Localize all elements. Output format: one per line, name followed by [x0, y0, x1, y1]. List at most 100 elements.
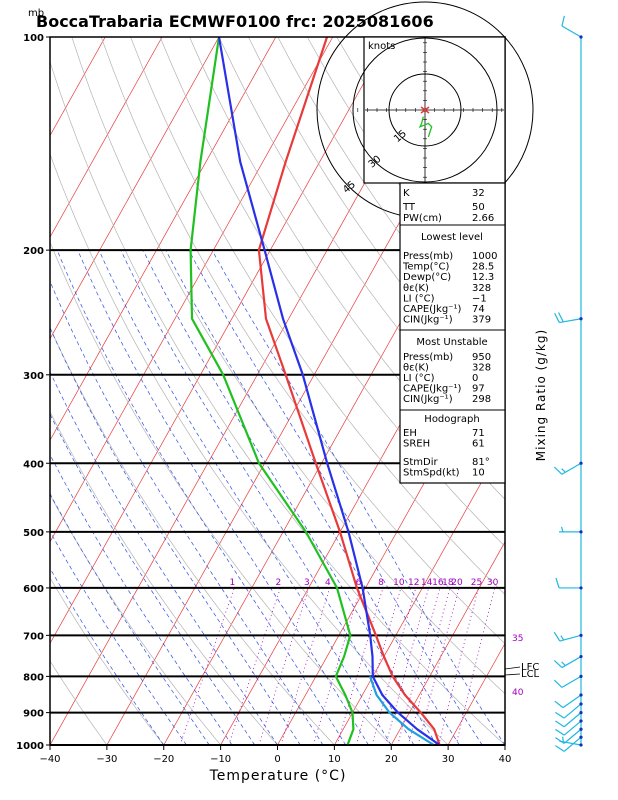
table-row-label: Dewp(°C): [403, 272, 451, 283]
wind-barb: [555, 719, 583, 736]
isotherm-line: [50, 37, 163, 238]
profile-line-3: [217, 37, 441, 745]
mixing-ratio-label: 16: [432, 578, 444, 588]
dry-adiabat-line: [159, 37, 505, 547]
wind-barb: [555, 711, 583, 728]
x-tick-label: 20: [385, 754, 398, 765]
moist-adiabat-line: [50, 413, 256, 745]
lowest-level-header: Lowest level: [421, 232, 483, 243]
index-pw-label: PW(cm): [403, 213, 442, 224]
mixing-ratio-label: 3: [304, 578, 310, 588]
moist-adiabat-line: [50, 280, 324, 745]
table-row-value: 0: [472, 373, 478, 384]
isotherm-line: [390, 541, 505, 745]
mixing-ratio-label: 20: [451, 578, 463, 588]
moist-adiabat-line: [50, 453, 233, 745]
isotherm-line: [334, 439, 505, 745]
table-row-value: 61: [472, 439, 485, 450]
dry-adiabat-line: [50, 60, 505, 745]
pressure-axis-ticks: 1000 900 800 700 600 500 400 300 200 100: [16, 33, 50, 752]
mixing-ratio-axis-label: Mixing Ratio (g/kg): [534, 329, 548, 461]
table-row-value: 81°: [472, 457, 490, 468]
dry-adiabat-line: [71, 37, 505, 695]
dry-adiabat-line: [218, 37, 505, 454]
pressure-tick-label: 600: [23, 584, 44, 595]
pressure-tick-label: 1000: [16, 741, 44, 752]
most-unstable-header: Most Unstable: [416, 337, 487, 348]
mixing-ratio-line: [258, 587, 310, 745]
table-row-label: EH: [403, 428, 417, 439]
mixing-ratio-line: [417, 587, 460, 745]
dry-adiabat-line: [50, 152, 449, 745]
hodograph-stats-header: Hodograph: [424, 414, 479, 425]
mixing-ratio-label: 18: [442, 578, 454, 588]
table-row-value: 379: [472, 315, 491, 326]
table-row-value: 28.5: [472, 262, 494, 273]
dry-adiabat-line: [50, 577, 165, 745]
table-row-value: 298: [472, 394, 491, 405]
dry-adiabat-line: [50, 410, 278, 745]
x-tick-label: −20: [153, 754, 174, 765]
mixing-ratio-label: 12: [408, 578, 419, 588]
x-axis-label: Temperature (°C): [209, 768, 347, 784]
wind-barbs: [553, 15, 583, 752]
pressure-unit-label: mb: [28, 8, 44, 19]
hodograph-stats-rows: EH 71 SREH 61 StmDir 81° StmSpd(kt) 10: [403, 428, 490, 479]
x-tick-label: 0: [274, 754, 280, 765]
wind-barb: [559, 736, 583, 747]
pressure-tick-label: 700: [23, 631, 44, 642]
table-row-label: CIN(Jkg⁻¹): [403, 315, 453, 326]
hodograph-trace: [418, 116, 433, 138]
lowest-level-rows: Press(mb) 1000 Temp(°C) 28.5 Dewp(°C) 12.3 θε(…: [402, 251, 497, 326]
most-unstable-rows: Press(mb) 950 θε(K) 328 LI (°C) 0 CAPE(Jkg⁻¹) 9…: [403, 352, 491, 405]
table-row-value: 328: [472, 283, 491, 294]
mixing-ratio-label: 4: [325, 578, 331, 588]
moist-adiabat-line: [56, 249, 347, 745]
lcl-label: LCL: [521, 669, 540, 680]
table-row-value: 10: [472, 468, 485, 479]
wind-barb: [554, 312, 583, 324]
isotherm-line: [50, 37, 277, 442]
table-row-value: −1: [472, 293, 487, 304]
profile-line-1: [257, 37, 441, 745]
dry-adiabat-line: [189, 37, 505, 500]
storm-motion-marker: [420, 106, 430, 114]
mixing-ratio-line: [438, 587, 479, 745]
table-row-label: Press(mb): [403, 352, 453, 363]
isotherm-line: [50, 37, 390, 645]
dry-adiabat-line: [50, 241, 392, 745]
dry-adiabat-line: [130, 37, 505, 596]
chart-title: BoccaTrabaria ECMWF0100 frc: 2025081606: [36, 12, 434, 31]
mixing-ratio-line: [280, 587, 331, 745]
wind-barb: [555, 735, 583, 752]
wind-barb: [561, 15, 583, 39]
table-row-label: θε(K): [403, 283, 429, 294]
mixing-ratio-label: 8: [378, 578, 384, 588]
table-row-value: 1000: [472, 251, 497, 262]
lfc-label: LFC: [521, 662, 539, 673]
table-row-label: SREH: [403, 439, 430, 450]
wind-barb: [559, 526, 583, 534]
mixing-ratio-label: 1: [229, 578, 235, 588]
wind-barb: [553, 631, 583, 642]
mixing-ratio-line: [455, 587, 496, 745]
x-tick-label: −10: [210, 754, 231, 765]
pressure-tick-label: 400: [23, 459, 44, 470]
hodograph-unit-label: knots: [368, 41, 395, 52]
table-row-value: 328: [472, 363, 491, 374]
dry-adiabat-line: [100, 37, 505, 645]
table-row-value: 71: [472, 428, 485, 439]
dry-adiabat-line: [50, 660, 108, 745]
profile-line-4: [368, 676, 435, 745]
wind-barb: [553, 461, 583, 475]
table-row-label: LI (°C): [403, 373, 435, 384]
x-tick-label: −30: [96, 754, 117, 765]
table-row-value: 74: [472, 304, 485, 315]
pressure-tick-label: 100: [23, 33, 44, 44]
pressure-tick-label: 900: [23, 709, 44, 720]
table-row-label: θε(K): [403, 363, 429, 374]
mixing-ratio-label: 6: [356, 578, 362, 588]
moist-adiabat-line: [77, 249, 369, 745]
